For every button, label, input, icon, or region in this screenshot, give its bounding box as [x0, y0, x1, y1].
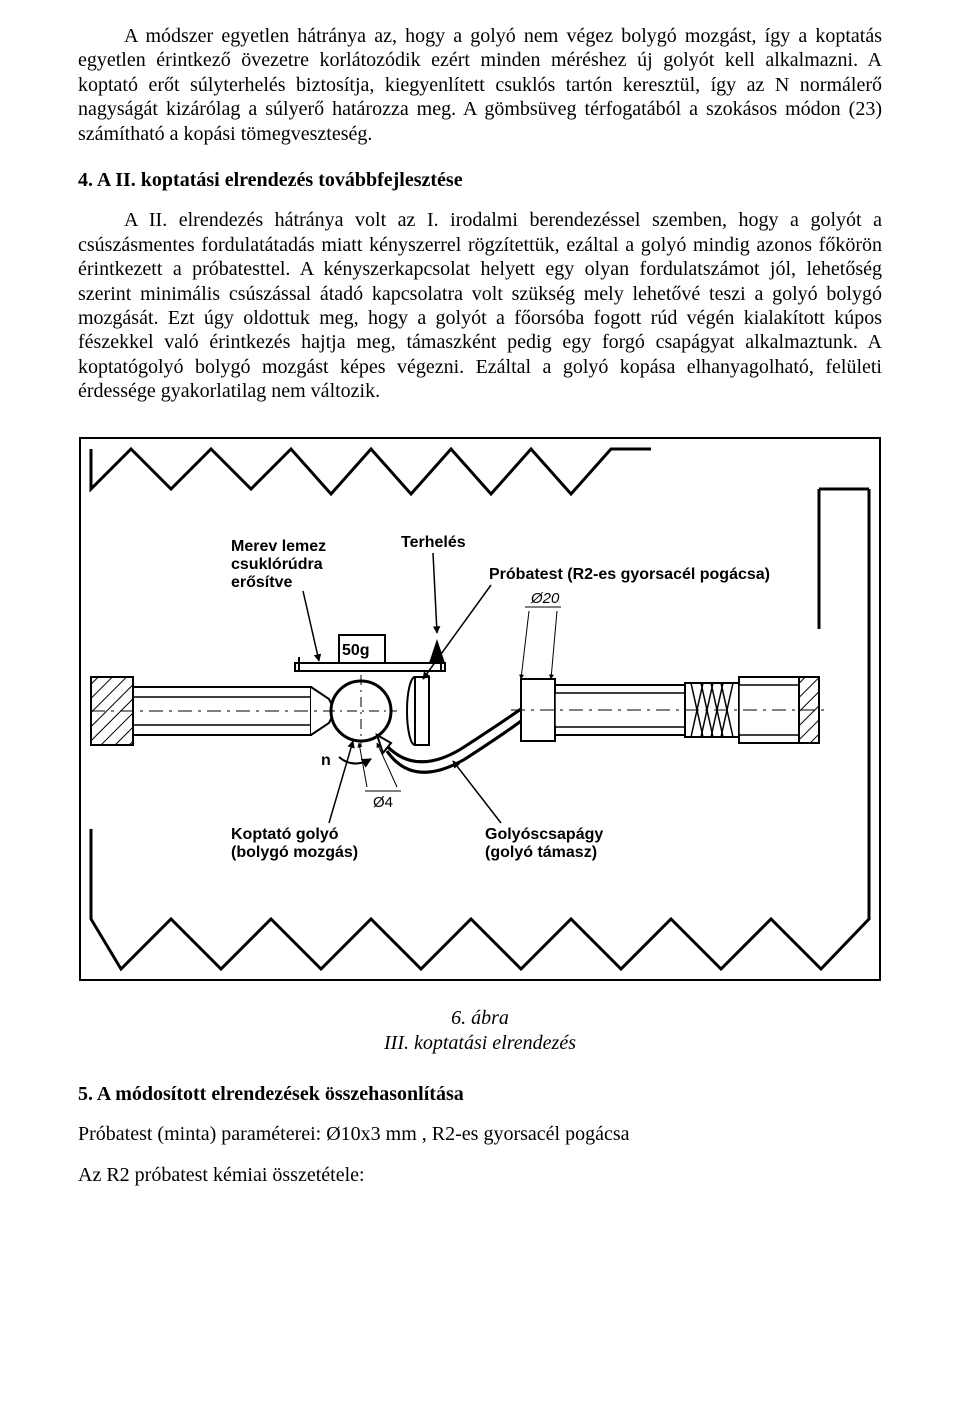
label-lever: Merev lemez csuklórúdra erősítve: [231, 538, 331, 661]
paragraph-3: Próbatest (minta) paraméterei: Ø10x3 mm …: [78, 1122, 882, 1146]
paragraph-2: A II. elrendezés hátránya volt az I. iro…: [78, 208, 882, 403]
svg-text:Próbatest (R2-es gyorsacél pog: Próbatest (R2-es gyorsacél pogácsa): [489, 566, 770, 583]
svg-text:Ø4: Ø4: [373, 794, 393, 811]
section-4-title: 4. A II. koptatási elrendezés továbbfejl…: [78, 168, 882, 192]
svg-text:Merev lemez csukló: Merev lemez csuklórúdra erősítve: [231, 538, 331, 591]
svg-text:Golyóscsapágy (gol: Golyóscsapágy (golyó támasz): [485, 826, 608, 861]
figure-6-caption: 6. ábra III. koptatási elrendezés: [78, 1006, 882, 1056]
label-ball: Koptató golyó (bolygó mozgás): [231, 741, 358, 861]
label-load: Terhelés: [401, 534, 466, 633]
zigzag-top: [91, 449, 651, 494]
paragraph-1: A módszer egyetlen hátránya az, hogy a g…: [78, 24, 882, 146]
label-bearing: Golyóscsapágy (golyó támasz): [453, 761, 608, 861]
svg-text:Terhelés: Terhelés: [401, 534, 466, 551]
left-shaft: [91, 677, 341, 745]
paragraph-4: Az R2 próbatest kémiai összetétele:: [78, 1163, 882, 1187]
dim-d20: Ø20: [521, 590, 561, 679]
label-specimen: Próbatest (R2-es gyorsacél pogácsa): [423, 566, 770, 679]
figure-number: 6. ábra: [451, 1007, 509, 1029]
section-5-title: 5. A módosított elrendezések összehasonl…: [78, 1082, 882, 1106]
specimen-disc: [407, 677, 429, 745]
chuck-assembly: [511, 677, 827, 743]
ball: [325, 675, 397, 747]
n-label: n: [321, 752, 331, 769]
figure-title: III. koptatási elrendezés: [384, 1032, 576, 1054]
svg-text:Ø20: Ø20: [530, 590, 560, 607]
figure-6: n 50g: [78, 437, 882, 987]
weight-label: 50g: [342, 642, 370, 659]
bearing-arm: [377, 709, 521, 772]
svg-text:Koptató golyó (bol: Koptató golyó (bolygó mozgás): [231, 826, 358, 861]
